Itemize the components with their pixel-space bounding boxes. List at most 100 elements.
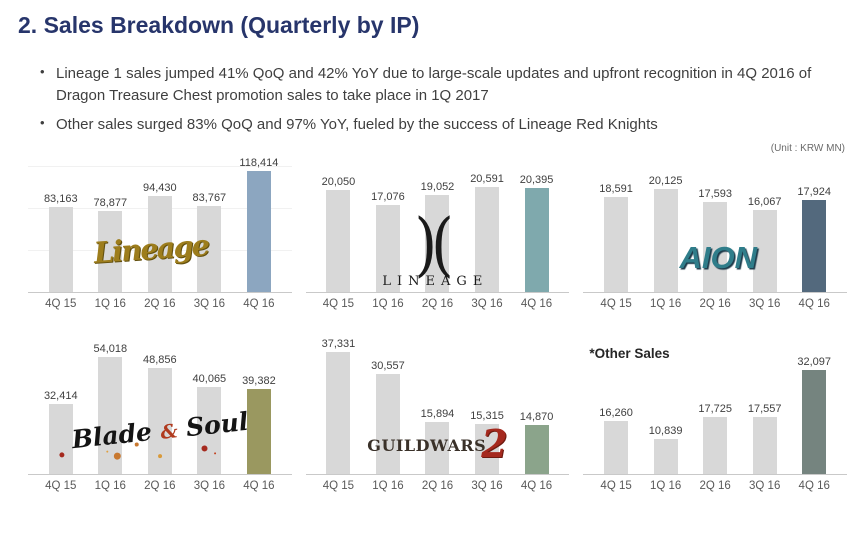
bar-value-label: 118,414 xyxy=(239,157,279,170)
bar xyxy=(475,424,500,475)
bar xyxy=(703,417,728,475)
bar xyxy=(48,207,73,293)
bar-value-label: 17,725 xyxy=(698,403,732,416)
bar-value-label: 32,414 xyxy=(43,390,78,403)
x-tick-label: 2Q 16 xyxy=(144,480,176,493)
bar-group: 32,414 xyxy=(36,390,86,475)
other-sales-title: *Other Sales xyxy=(589,346,670,362)
bar-group: 20,395 xyxy=(512,174,562,293)
bar-value-label: 20,591 xyxy=(470,173,504,186)
bar-group: 118,414 xyxy=(234,157,284,293)
page-title: 2. Sales Breakdown (Quarterly by IP) xyxy=(18,12,420,38)
chart-lineage-plot: 83,163 78,877 94,430 83,767 118,414 xyxy=(28,157,292,294)
bar-group: 20,591 xyxy=(462,173,512,293)
x-tick-label: 3Q 16 xyxy=(471,480,503,493)
chart-other-sales-plot: 16,260 10,839 17,725 17,557 32,097 xyxy=(583,340,847,476)
bar-group: 17,725 xyxy=(690,403,740,475)
bar-group: 94,430 xyxy=(135,182,185,293)
x-tick-label: 4Q 16 xyxy=(520,480,553,493)
chart-blade-and-soul-plot: 32,414 54,018 48,856 40,065 39,382 xyxy=(28,340,292,476)
bar-value-label: 37,331 xyxy=(321,338,356,351)
bar xyxy=(802,370,827,475)
bar-group: 39,382 xyxy=(234,375,284,475)
bar-value-label: 16,260 xyxy=(599,407,633,420)
bar-group: 15,894 xyxy=(413,408,463,475)
bullet-item-other-sales: Other sales surged 83% QoQ and 97% YoY, … xyxy=(38,114,836,136)
bar-value-label: 15,315 xyxy=(470,410,504,423)
bar xyxy=(475,187,500,293)
bar-value-label: 17,593 xyxy=(698,188,732,201)
bar-group: 10,839 xyxy=(641,425,691,475)
chart-lineage2: 20,050 17,076 19,052 20,591 20,395 4Q 15 1Q 1… xyxy=(305,158,570,311)
bar xyxy=(98,357,123,475)
x-tick-label: 4Q 16 xyxy=(798,298,830,311)
chart-aion: 18,591 20,125 17,593 16,067 17,924 4Q 15 1Q 1… xyxy=(583,158,847,310)
unit-label: (Unit : KRW MN) xyxy=(770,143,845,155)
chart-blade-and-soul: 32,414 54,018 48,856 40,065 39,382 4Q 15 1Q 1… xyxy=(28,340,292,492)
bar-group: 19,052 xyxy=(413,181,463,293)
bar-value-label: 54,018 xyxy=(93,343,128,356)
bar xyxy=(375,374,400,475)
bullet-item-lineage: Lineage 1 sales jumped 41% QoQ and 42% Y… xyxy=(38,63,836,107)
bar-group: 40,065 xyxy=(185,373,235,475)
bar-group: 16,067 xyxy=(740,196,790,293)
bar-value-label: 17,557 xyxy=(747,403,782,416)
x-tick-label: 3Q 16 xyxy=(193,298,226,311)
x-tick-label: 1Q 16 xyxy=(649,298,682,311)
bar-group: 83,163 xyxy=(36,193,86,293)
bar xyxy=(524,425,549,475)
bar xyxy=(425,195,450,293)
bar xyxy=(524,188,549,293)
bar-value-label: 17,924 xyxy=(797,186,832,199)
x-tick-label: 4Q 16 xyxy=(798,480,830,493)
bar xyxy=(98,211,123,293)
chart-lineage: 83,163 78,877 94,430 83,767 118,414 4Q 15 1Q … xyxy=(28,157,292,310)
bar-value-label: 15,894 xyxy=(420,408,455,421)
chart-other-sales: *Other Sales 16,260 10,839 17,725 17,557 32,… xyxy=(583,340,847,492)
x-tick-label: 4Q 16 xyxy=(520,298,553,311)
bar-value-label: 20,050 xyxy=(321,176,356,189)
x-tick-label: 1Q 16 xyxy=(94,298,126,311)
bar-value-label: 19,052 xyxy=(420,181,455,194)
bar-value-label: 40,065 xyxy=(192,373,227,386)
bar xyxy=(604,197,629,293)
bar xyxy=(48,404,73,475)
x-tick-label: 4Q 15 xyxy=(322,480,355,493)
bar-value-label: 20,395 xyxy=(519,174,554,187)
bar-group: 17,924 xyxy=(789,186,839,293)
bar-group: 37,331 xyxy=(314,338,364,475)
x-tick-label: 4Q 16 xyxy=(243,298,275,311)
x-tick-label: 1Q 16 xyxy=(649,480,682,493)
bar-group: 17,593 xyxy=(690,188,740,293)
bar-group: 17,557 xyxy=(740,403,790,475)
bar xyxy=(197,206,222,293)
x-tick-label: 1Q 16 xyxy=(94,480,126,493)
bar xyxy=(703,202,728,293)
bullet-list: Lineage 1 sales jumped 41% QoQ and 42% Y… xyxy=(38,63,839,135)
bar xyxy=(246,389,271,475)
bar-value-label: 83,767 xyxy=(192,192,227,205)
bar-value-label: 18,591 xyxy=(599,183,633,196)
x-tick-label: 3Q 16 xyxy=(749,298,781,311)
chart-aion-ticks: 4Q 15 1Q 16 2Q 16 3Q 16 4Q 16 xyxy=(583,293,847,310)
bar-value-label: 16,067 xyxy=(747,196,782,209)
chart-guildwars2-plot: 37,331 30,557 15,894 15,315 14,870 xyxy=(305,338,570,476)
bar xyxy=(653,439,678,475)
x-tick-label: 4Q 16 xyxy=(243,480,275,493)
chart-guildwars2-ticks: 4Q 15 1Q 16 2Q 16 3Q 16 4Q 16 xyxy=(306,475,570,492)
bar-group: 15,315 xyxy=(462,410,512,475)
bar-group: 20,050 xyxy=(314,176,364,293)
x-tick-label: 1Q 16 xyxy=(372,480,404,493)
bar-group: 54,018 xyxy=(86,343,136,475)
bar-group: 32,097 xyxy=(789,356,839,475)
bar xyxy=(326,190,351,293)
x-tick-label: 1Q 16 xyxy=(372,298,404,311)
bar-value-label: 83,163 xyxy=(43,193,78,206)
charts-grid: 83,163 78,877 94,430 83,767 118,414 4Q 15 1Q … xyxy=(28,157,847,492)
bar-group: 18,591 xyxy=(591,183,641,293)
x-tick-label: 3Q 16 xyxy=(193,480,226,493)
chart-lineage-ticks: 4Q 15 1Q 16 2Q 16 3Q 16 4Q 16 xyxy=(28,293,292,310)
x-tick-label: 2Q 16 xyxy=(699,480,731,493)
x-tick-label: 2Q 16 xyxy=(421,480,454,493)
bar-value-label: 17,076 xyxy=(371,191,405,204)
